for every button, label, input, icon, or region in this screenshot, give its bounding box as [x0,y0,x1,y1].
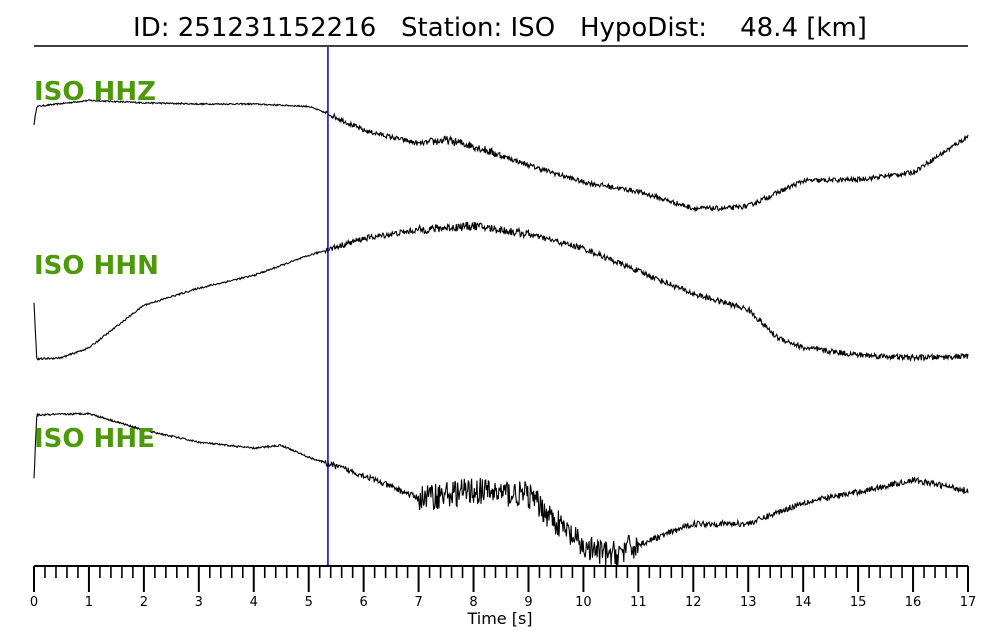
x-tick-label: 5 [305,595,313,610]
chart-title: ID: 251231152216 Station: ISO HypoDist: … [133,13,867,43]
x-tick-label: 13 [740,595,757,610]
time-axis: 0 1 2 3 4 5 6 7 8 9 10 11 12 13 14 15 16 17 [30,565,977,610]
trace-iso-hhz [33,99,969,213]
channel-label-iso-hhz: ISO HHZ [34,77,156,107]
x-tick-label: 7 [414,595,422,610]
x-tick-label: 17 [960,595,977,610]
x-tick-label: 10 [575,595,592,610]
channel-label-iso-hhn: ISO HHN [34,251,159,281]
x-tick-label: 16 [905,595,922,610]
x-tick-label: 9 [524,595,532,610]
trace-iso-hhe [33,411,969,567]
x-tick-label: 1 [85,595,93,610]
x-tick-label: 12 [685,595,702,610]
x-tick-label: 6 [360,595,368,610]
x-tick-label: 2 [140,595,148,610]
trace-iso-hhn [33,221,969,363]
x-tick-label: 8 [469,595,477,610]
x-tick-label: 14 [795,595,812,610]
x-tick-label: 4 [250,595,258,610]
x-tick-label: 0 [30,595,38,610]
x-tick-label: 11 [630,595,647,610]
channel-label-iso-hhe: ISO HHE [34,424,155,454]
x-tick-label: 15 [850,595,867,610]
traces-layer [33,99,969,567]
channel-labels: ISO HHZ ISO HHN ISO HHE [34,77,159,454]
x-tick-label: 3 [195,595,203,610]
x-axis-label: Time [s] [466,609,532,628]
